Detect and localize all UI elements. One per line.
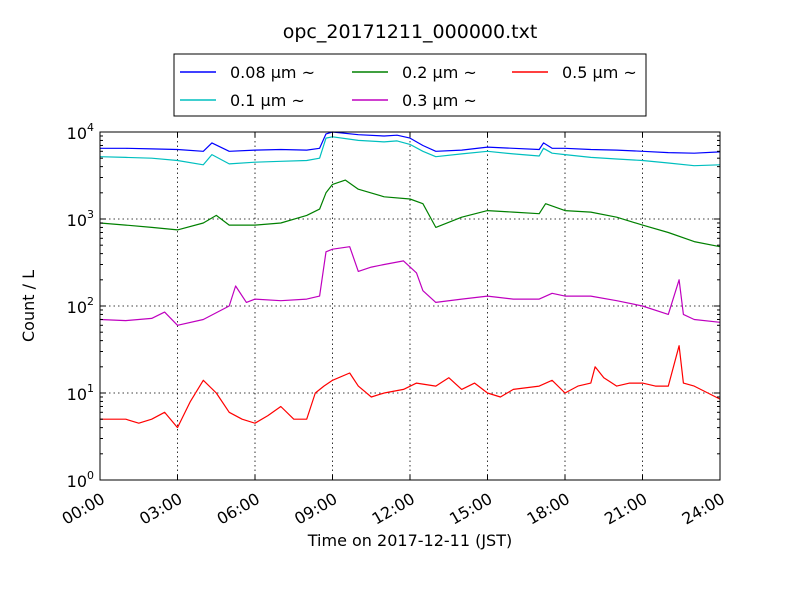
legend-label: 0.08 μm ~ bbox=[230, 63, 315, 82]
x-tick-label: 21:00 bbox=[601, 489, 650, 529]
x-tick-label: 03:00 bbox=[136, 489, 185, 529]
legend-box bbox=[173, 53, 647, 117]
y-tick-label: 102 bbox=[67, 295, 94, 317]
legend-label: 0.5 μm ~ bbox=[562, 63, 637, 82]
y-tick-label: 101 bbox=[67, 382, 94, 404]
x-axis-label: Time on 2017-12-11 (JST) bbox=[307, 531, 512, 550]
x-tick-label: 06:00 bbox=[214, 489, 263, 529]
series-line-1 bbox=[99, 136, 721, 167]
y-axis-label: Count / L bbox=[19, 270, 38, 342]
x-tick-label: 15:00 bbox=[446, 489, 495, 529]
series-line-4 bbox=[100, 345, 721, 429]
x-tick-label: 09:00 bbox=[291, 489, 340, 529]
series-line-0 bbox=[100, 131, 721, 154]
y-tick-label: 100 bbox=[67, 469, 94, 491]
y-tick-label: 103 bbox=[67, 208, 94, 230]
chart-title: opc_20171211_000000.txt bbox=[283, 21, 538, 43]
series-group bbox=[99, 131, 721, 429]
grid bbox=[100, 132, 720, 480]
x-tick-label: 12:00 bbox=[369, 489, 418, 529]
x-tick-label: 00:00 bbox=[59, 489, 108, 529]
x-tick-label: 24:00 bbox=[679, 489, 728, 529]
y-tick-label: 104 bbox=[67, 121, 94, 143]
legend-label: 0.1 μm ~ bbox=[230, 91, 305, 110]
legend-label: 0.3 μm ~ bbox=[402, 91, 477, 110]
series-line-2 bbox=[99, 179, 721, 248]
legend-label: 0.2 μm ~ bbox=[402, 63, 477, 82]
legend: 0.08 μm ~ 0.1 μm ~ 0.2 μm ~ 0.3 μm ~ 0.5 μm … bbox=[173, 53, 647, 117]
series-line-3 bbox=[99, 246, 721, 326]
x-tick-label: 18:00 bbox=[524, 489, 573, 529]
axis-ticks: 00:00 03:00 06:00 09:00 12:00 15:00 18:00 21:00… bbox=[59, 121, 728, 529]
